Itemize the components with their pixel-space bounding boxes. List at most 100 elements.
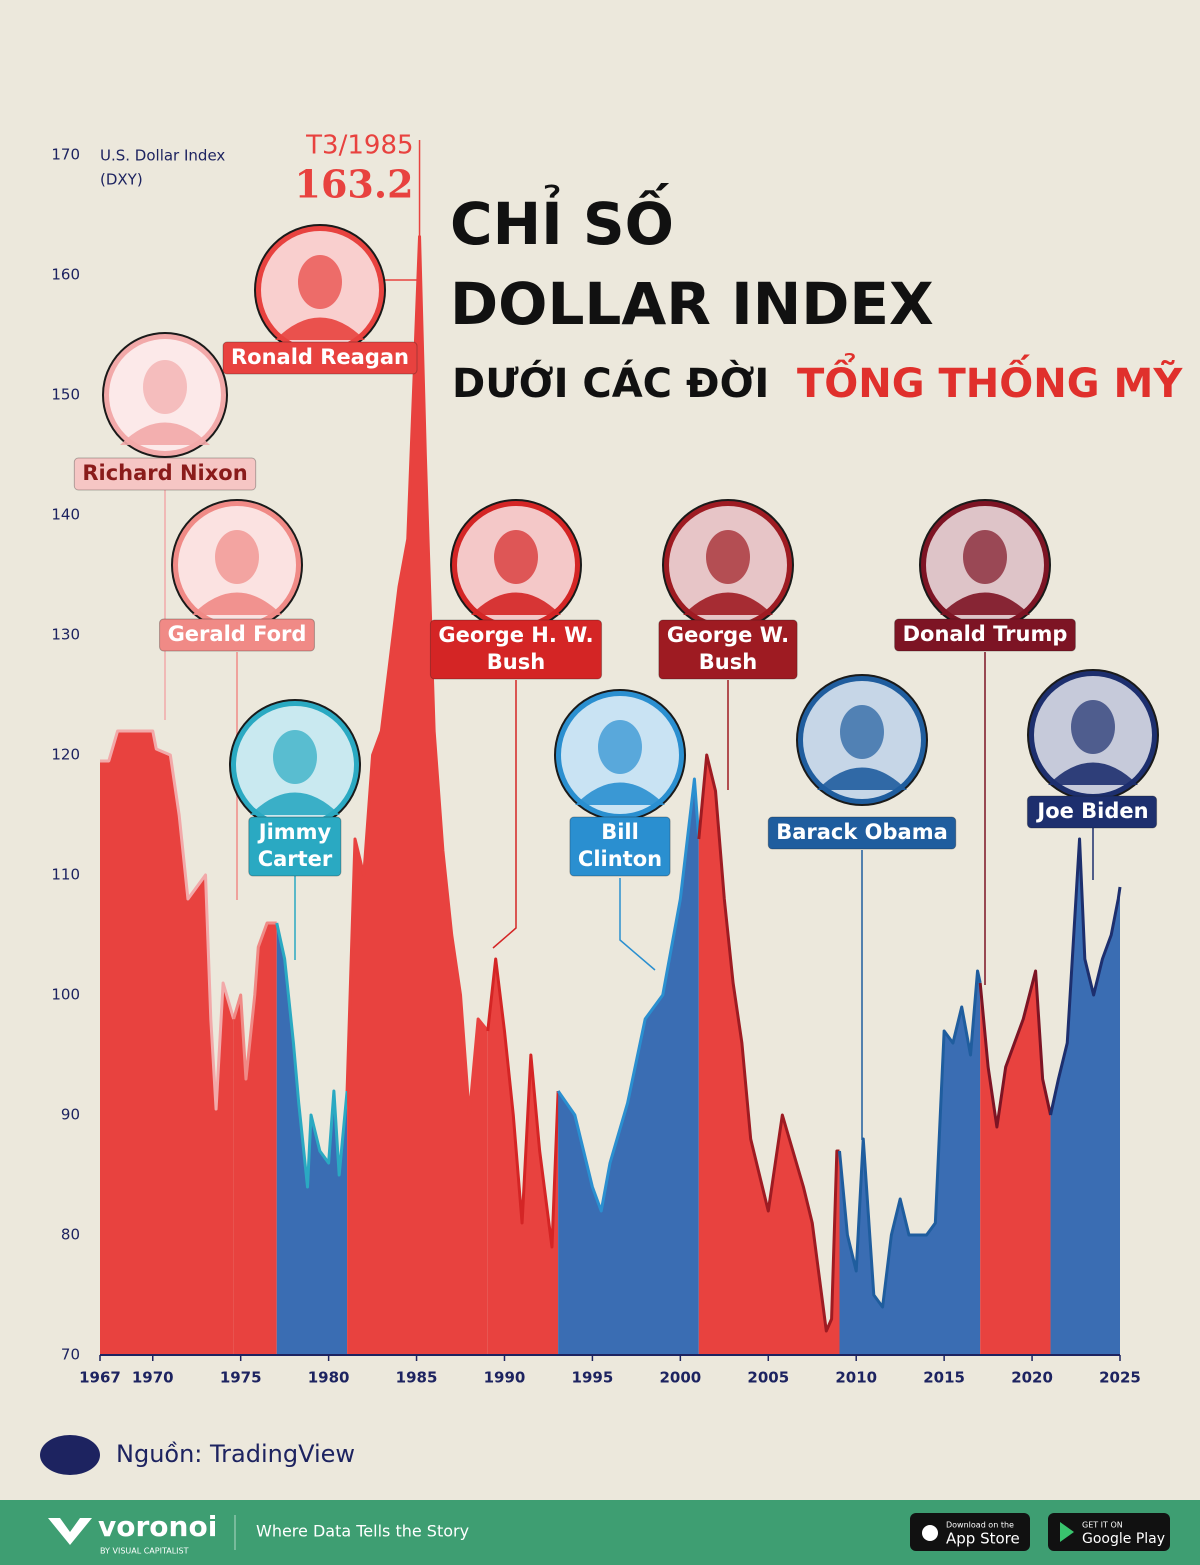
president-name: Joe Biden (1035, 799, 1148, 823)
area (1050, 839, 1120, 1355)
apple-icon (922, 1525, 938, 1541)
source-icon (40, 1435, 100, 1475)
play-icon (1060, 1522, 1074, 1542)
area (276, 923, 348, 1355)
portrait-silhouette (817, 767, 907, 790)
portrait-silhouette (250, 792, 340, 815)
y-tick-label: 70 (61, 1346, 80, 1364)
portrait-head (298, 255, 342, 309)
label-box (894, 618, 1076, 652)
x-tick-label: 1967 (79, 1369, 121, 1387)
president-label: Bill Clinton (569, 816, 671, 877)
leader-line (619, 878, 656, 971)
label-box (767, 816, 957, 850)
x-tick-label: 1990 (484, 1369, 526, 1387)
x-tick-label: 1975 (220, 1369, 262, 1387)
x-tick-label: 2020 (1011, 1369, 1053, 1387)
label-box (429, 619, 603, 680)
president-name: Ronald Reagan (231, 345, 409, 369)
y-tick-label: 90 (61, 1106, 80, 1124)
x-tick-label: 2010 (835, 1369, 877, 1387)
area (839, 971, 981, 1355)
area (487, 959, 559, 1355)
badge-text: Google Play (1082, 1531, 1165, 1547)
line (838, 969, 982, 1309)
footer: voronoi BY VISUAL CAPITALIST Where Data … (0, 1500, 1200, 1565)
y-axis-label: (DXY) (100, 171, 143, 189)
label-box (569, 816, 671, 877)
plot: 70 80 90 100 110 120 130 140 150 160 170 1967 1970 19… (51, 131, 1159, 1387)
line (978, 969, 1052, 1129)
x-tick-label: 2005 (747, 1369, 789, 1387)
portrait-head (215, 530, 259, 584)
portrait-silhouette (940, 592, 1030, 615)
president-label: George W. Bush (658, 619, 798, 680)
app-store-badge[interactable] (910, 1513, 1030, 1551)
president-label: Richard Nixon (73, 457, 257, 491)
portrait-silhouette (192, 592, 282, 615)
label-box (248, 816, 342, 877)
google-play-badge[interactable] (1048, 1513, 1170, 1551)
tagline: Where Data Tells the Story (256, 1522, 469, 1541)
title-line: DƯỚI CÁC ĐỜI (452, 359, 769, 407)
line (556, 777, 701, 1213)
portrait-silhouette (575, 782, 665, 805)
president-name: George H. W. Bush (438, 623, 593, 674)
president-label: Gerald Ford (159, 618, 315, 652)
portrait-silhouette (683, 592, 773, 615)
area (233, 923, 277, 1355)
portrait-head (598, 720, 642, 774)
title: CHỈ SỐ DOLLAR INDEX DƯỚI CÁC ĐỜI TỔNG TH… (450, 182, 1183, 407)
x-tick-label: 2000 (659, 1369, 701, 1387)
source-text: Nguồn: TradingView (116, 1440, 355, 1468)
logo (48, 1518, 92, 1545)
badge-text: GET IT ON (1082, 1521, 1123, 1530)
president-label: Ronald Reagan (222, 341, 418, 375)
president-label: Barack Obama (767, 816, 957, 850)
president-label: George H. W. Bush (429, 619, 603, 680)
president-name: Gerald Ford (168, 622, 307, 646)
x-tick-label: 2015 (923, 1369, 965, 1387)
label-box (658, 619, 798, 680)
y-tick-label: 100 (51, 986, 80, 1004)
title-line: TỔNG THỐNG MỸ (797, 352, 1183, 407)
area (558, 779, 699, 1355)
y-tick-label: 80 (61, 1226, 80, 1244)
president-name: Donald Trump (903, 622, 1068, 646)
portrait-silhouette (1048, 762, 1138, 785)
label-box (73, 457, 257, 491)
area (698, 755, 840, 1355)
president-name: Barack Obama (776, 820, 948, 844)
line (275, 922, 349, 1189)
label-box (222, 341, 418, 375)
line (1049, 837, 1122, 1116)
title-line: DOLLAR INDEX (450, 270, 934, 338)
x-tick-label: 1970 (132, 1369, 174, 1387)
line (697, 753, 840, 1333)
y-tick-label: 150 (51, 386, 80, 404)
portrait-head (1071, 700, 1115, 754)
y-tick-label: 120 (51, 746, 80, 764)
portrait-head (963, 530, 1007, 584)
president-label: Joe Biden (1026, 795, 1158, 829)
portrait-head (840, 705, 884, 759)
line (100, 729, 236, 1111)
x-tick-label: 2025 (1099, 1369, 1141, 1387)
president-name: Bill Clinton (578, 820, 662, 871)
area (100, 731, 234, 1355)
annotation-label: T3/1985 (305, 131, 413, 161)
area (347, 236, 488, 1356)
annotation-value: 163.2 (295, 162, 414, 207)
portrait-head (273, 730, 317, 784)
y-tick-label: 170 (51, 146, 80, 164)
brand: voronoi (98, 1510, 217, 1543)
area (980, 971, 1051, 1355)
portrait-silhouette (120, 422, 210, 445)
leader-line (492, 680, 517, 949)
badge-text: Download on the (946, 1521, 1014, 1530)
y-axis-label: U.S. Dollar Index (100, 147, 225, 165)
title-line: CHỈ SỐ (450, 182, 674, 258)
source: Nguồn: TradingView (40, 1435, 355, 1475)
y-tick-label: 130 (51, 626, 80, 644)
